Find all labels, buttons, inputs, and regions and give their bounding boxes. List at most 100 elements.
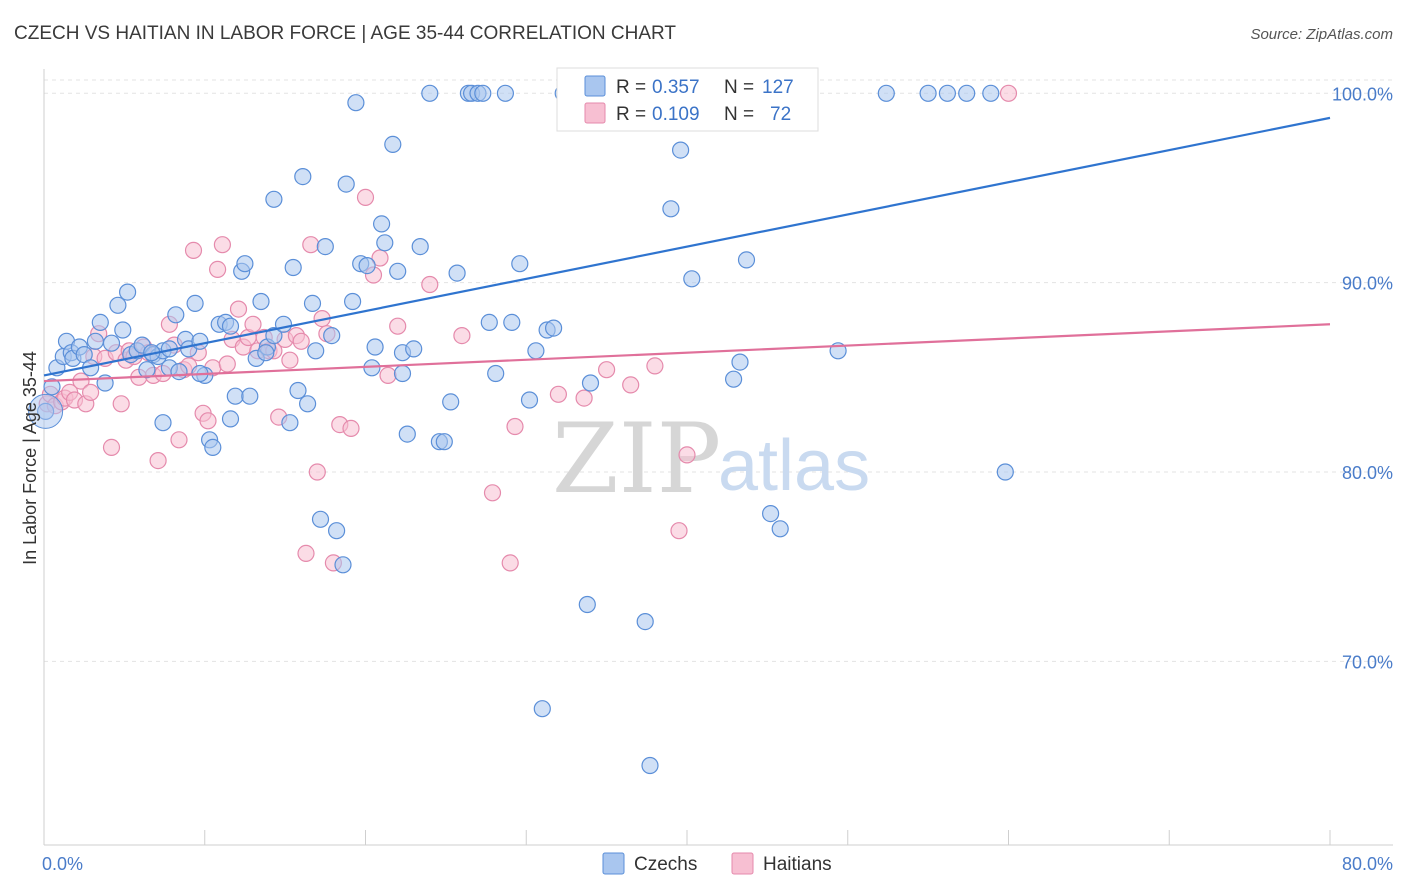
czechs-point <box>114 321 132 339</box>
czechs-point <box>191 332 209 350</box>
y-tick-label: 80.0% <box>1342 463 1393 483</box>
haitians-point <box>999 84 1018 102</box>
haitians-point <box>549 385 568 403</box>
czechs-point <box>877 84 895 102</box>
watermark-zip: ZIP <box>552 403 721 515</box>
haitians-point <box>389 317 407 335</box>
czechs-point <box>102 334 121 352</box>
czechs-point <box>487 364 505 383</box>
czechs-point <box>334 556 352 574</box>
czechs-point <box>398 425 416 443</box>
czechs-point <box>221 410 240 428</box>
czechs-point <box>323 327 341 345</box>
legend-swatch-czechs <box>602 852 625 875</box>
czechs-point <box>671 141 690 159</box>
haitians-point <box>112 395 130 413</box>
czechs-point <box>641 756 659 775</box>
haitians-point <box>501 554 519 572</box>
czechs-point <box>28 393 64 429</box>
legend: Czechs Haitians <box>602 852 832 875</box>
haitians-point <box>229 300 248 318</box>
czechs-point <box>771 520 789 538</box>
czechs-point <box>527 342 545 360</box>
czechs-point <box>373 215 391 233</box>
y-axis-label: In Labor Force | Age 35-44 <box>20 351 40 565</box>
czechs-point <box>511 255 529 273</box>
czechs-point <box>474 84 492 102</box>
haitians-point <box>81 383 100 401</box>
czechs-point <box>337 175 355 193</box>
stats-n-label-czechs: N = <box>724 77 754 98</box>
haitians-point <box>199 412 217 430</box>
czechs-point <box>289 381 307 400</box>
czechs-point <box>358 257 376 275</box>
czechs-point <box>480 313 498 331</box>
czechs-point <box>683 270 701 288</box>
y-tick-label: 90.0% <box>1342 274 1393 294</box>
y-tick-label: 100.0% <box>1332 84 1393 104</box>
haitians-point <box>102 438 121 456</box>
stats-swatch-haitians <box>584 102 606 124</box>
czechs-point <box>167 306 185 324</box>
czechs-point <box>274 315 293 333</box>
haitians-point <box>184 241 203 259</box>
haitians-point <box>356 188 375 206</box>
watermark: ZIP atlas <box>552 403 870 515</box>
czechs-point <box>138 361 156 379</box>
stats-r-label-czechs: R = <box>616 77 646 98</box>
watermark-atlas: atlas <box>718 426 870 506</box>
haitians-point <box>292 332 310 350</box>
haitians-point <box>302 236 320 254</box>
haitians-point <box>149 452 167 470</box>
haitians-point <box>218 355 236 373</box>
czechs-point <box>581 374 600 392</box>
haitians-point <box>421 275 439 294</box>
czechs-point <box>636 612 654 631</box>
czechs-point <box>118 283 137 301</box>
legend-label-haitians: Haitians <box>763 854 832 875</box>
czechs-point <box>737 251 756 269</box>
haitians-point <box>597 361 616 379</box>
czechs-point <box>170 363 188 381</box>
czechs-point <box>389 262 407 280</box>
chart-title: CZECH VS HAITIAN IN LABOR FORCE | AGE 35… <box>14 23 676 44</box>
stats-box: R = 0.357 N = 127 R = 0.109 N = 72 <box>556 67 819 132</box>
czechs-point <box>442 393 460 411</box>
czechs-point <box>109 296 127 314</box>
haitians-point <box>371 249 389 267</box>
czechs-point <box>257 344 275 362</box>
czechs-point <box>366 338 384 356</box>
czechs-point <box>284 258 302 277</box>
stats-n-value-haitians: 72 <box>770 104 791 125</box>
czechs-point <box>421 84 439 102</box>
stats-n-label-haitians: N = <box>724 104 754 125</box>
czechs-point <box>91 313 109 331</box>
czechs-point <box>503 313 521 331</box>
stats-n-value-czechs: 127 <box>762 77 794 98</box>
y-tick-label: 70.0% <box>1342 652 1393 672</box>
haitians-point <box>622 376 640 394</box>
czechs-point <box>86 332 105 350</box>
haitians-point <box>646 357 664 375</box>
haitians-point <box>297 544 315 563</box>
czechs-point <box>299 395 317 413</box>
haitians-point <box>213 236 231 254</box>
haitians-point <box>209 260 227 278</box>
czechs-point <box>919 84 937 102</box>
czechs-point <box>578 595 596 614</box>
x-tick-labels: 0.0% 80.0% <box>42 854 1393 874</box>
trendline-haitians <box>43 323 1331 383</box>
czechs-point <box>982 84 1000 102</box>
haitians-point <box>670 522 688 540</box>
czechs-point <box>294 168 312 186</box>
czechs-point <box>405 340 423 358</box>
czechs-point <box>204 438 222 456</box>
czechs-point <box>303 294 322 312</box>
trendlines <box>43 116 1331 383</box>
czechs-point <box>958 84 976 102</box>
czechs-point <box>226 387 244 405</box>
czechs-point <box>344 292 362 311</box>
czechs-point <box>265 190 283 208</box>
czechs-point <box>448 264 466 282</box>
